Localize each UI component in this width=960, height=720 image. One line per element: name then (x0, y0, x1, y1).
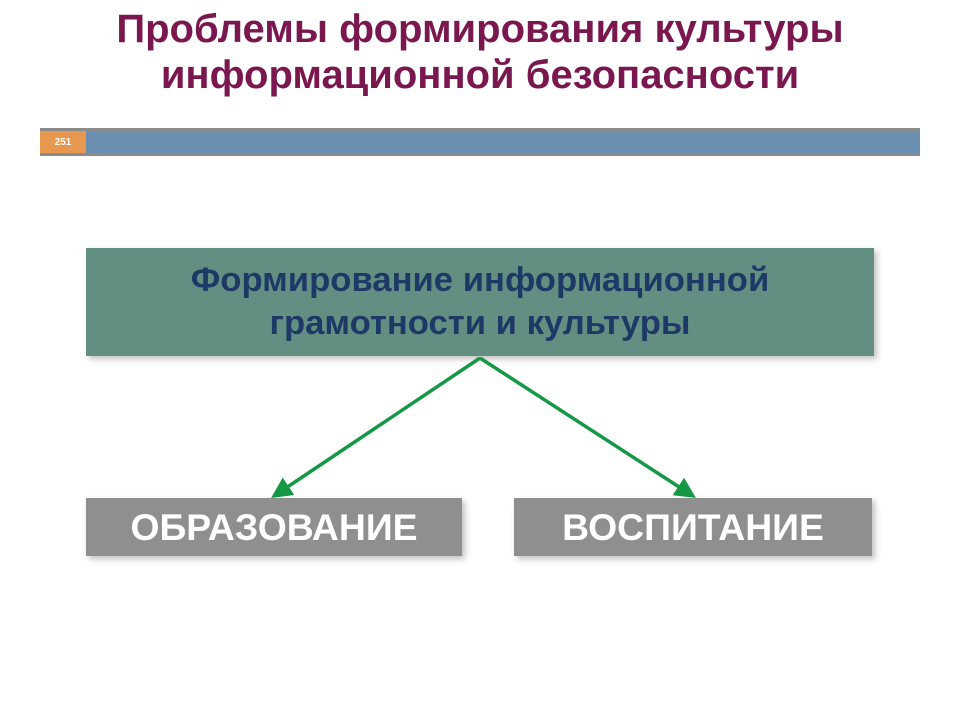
page-number-badge: 251 (40, 131, 86, 153)
slide-title: Проблемы формирования культуры информаци… (0, 0, 960, 98)
header-divider-bar: 251 (40, 128, 920, 156)
child-node-education: ОБРАЗОВАНИЕ (86, 498, 462, 556)
slide: Проблемы формирования культуры информаци… (0, 0, 960, 720)
edge-root-to-upbringing (480, 358, 693, 496)
child-node-upbringing: ВОСПИТАНИЕ (514, 498, 872, 556)
edge-root-to-education (274, 358, 480, 496)
root-node: Формирование информационной грамотности … (86, 248, 874, 356)
tree-edges (0, 0, 960, 720)
